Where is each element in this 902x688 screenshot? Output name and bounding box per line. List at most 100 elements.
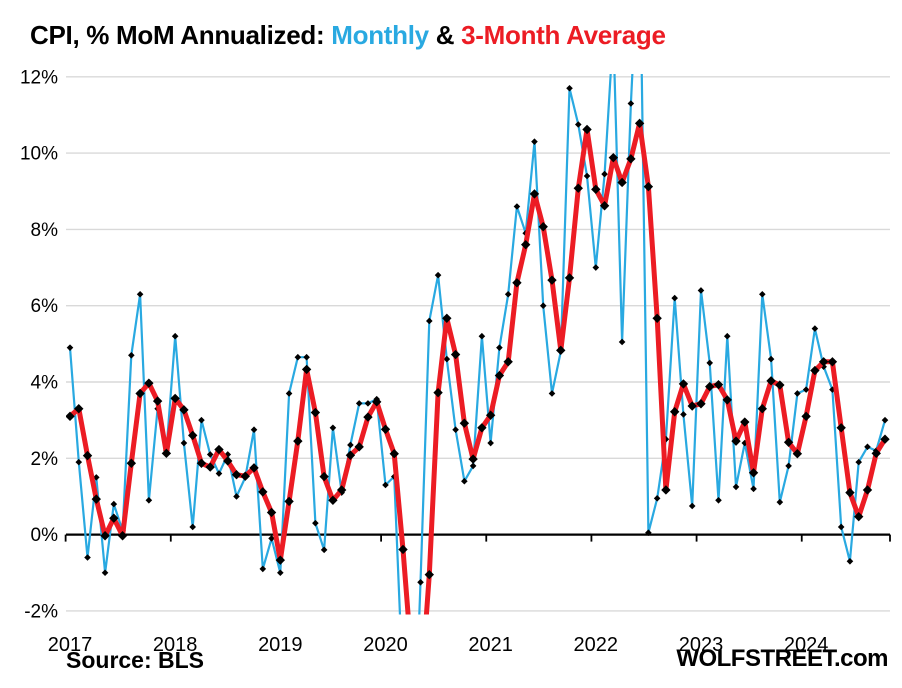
monthly-marker bbox=[706, 359, 714, 367]
monthly-marker bbox=[417, 578, 424, 586]
y-axis-tick-label: 10% bbox=[20, 144, 58, 165]
three-month-average-marker bbox=[757, 404, 768, 414]
monthly-marker bbox=[382, 481, 389, 489]
x-axis-labels: 2017 2018 2019 2020 2021 2022 2023 2024 bbox=[48, 634, 829, 656]
three-month-average-marker bbox=[713, 379, 724, 390]
monthly-marker bbox=[110, 500, 118, 508]
three-month-average-marker bbox=[687, 401, 697, 411]
monthly-marker bbox=[504, 290, 512, 298]
title-legend-monthly: Monthly bbox=[331, 20, 429, 50]
three-month-average-marker bbox=[468, 454, 478, 464]
monthly-marker bbox=[723, 332, 731, 340]
three-month-average-marker bbox=[100, 531, 110, 541]
monthly-marker bbox=[478, 332, 486, 340]
three-month-average-marker bbox=[117, 531, 128, 541]
three-month-average-marker bbox=[310, 407, 321, 418]
three-month-average-marker bbox=[161, 448, 172, 459]
three-month-average-marker bbox=[845, 487, 855, 498]
monthly-marker bbox=[715, 496, 722, 504]
y-axis-tick-label: 0% bbox=[31, 525, 59, 546]
y-axis-tick-label: 6% bbox=[31, 296, 59, 317]
three-month-average-marker bbox=[319, 471, 329, 482]
monthly-marker bbox=[452, 426, 459, 433]
three-month-average-marker bbox=[214, 444, 224, 455]
monthly-marker bbox=[645, 529, 652, 536]
three-month-average-marker bbox=[862, 485, 873, 495]
three-month-average-marker bbox=[293, 436, 303, 446]
monthly-marker bbox=[601, 170, 608, 178]
monthly-marker bbox=[802, 386, 810, 393]
monthly-marker bbox=[539, 302, 547, 309]
y-axis-tick-label: 4% bbox=[31, 373, 59, 394]
three-month-average-marker bbox=[266, 507, 277, 518]
three-month-average-marker bbox=[880, 434, 890, 444]
three-month-average-marker bbox=[249, 463, 259, 473]
three-month-average-marker bbox=[792, 449, 803, 459]
monthly-marker bbox=[233, 493, 240, 500]
three-month-average-marker bbox=[520, 239, 531, 250]
monthly-marker bbox=[583, 172, 591, 180]
monthly-marker bbox=[776, 498, 784, 506]
three-month-average-marker bbox=[442, 313, 452, 323]
three-month-average-marker bbox=[328, 495, 338, 505]
three-month-average-marker bbox=[652, 313, 662, 323]
monthly-marker bbox=[320, 546, 328, 554]
monthly-marker bbox=[66, 344, 74, 351]
three-month-average-marker bbox=[818, 357, 829, 367]
monthly-marker bbox=[145, 496, 153, 504]
monthly-marker bbox=[767, 355, 775, 363]
monthly-marker bbox=[811, 325, 819, 332]
monthly-marker bbox=[268, 535, 275, 542]
three-month-average-marker bbox=[363, 412, 373, 422]
three-month-average-marker bbox=[477, 423, 487, 433]
three-month-average-marker bbox=[301, 364, 312, 375]
three-month-average-marker bbox=[170, 393, 180, 404]
three-month-average-marker bbox=[231, 470, 242, 480]
three-month-average-marker bbox=[564, 273, 575, 283]
monthly-marker bbox=[548, 390, 556, 397]
chart-title: CPI, % MoM Annualized: Monthly & 3-Month… bbox=[30, 20, 666, 51]
three-month-average-marker bbox=[748, 468, 759, 478]
monthly-series bbox=[66, 74, 889, 615]
three-month-average-marker bbox=[459, 418, 470, 428]
monthly-marker bbox=[171, 332, 179, 340]
three-month-average-marker bbox=[538, 222, 548, 232]
three-month-average-marker bbox=[582, 124, 592, 135]
y-axis-tick-label: -2% bbox=[24, 601, 58, 622]
monthly-marker bbox=[303, 353, 310, 361]
three-month-average-series bbox=[66, 118, 890, 615]
three-month-average-marker bbox=[854, 511, 864, 522]
x-axis-year-label: 2024 bbox=[784, 634, 829, 656]
monthly-marker bbox=[259, 565, 267, 573]
three-month-average-marker bbox=[82, 450, 93, 461]
monthly-marker bbox=[224, 451, 232, 458]
three-month-average-marker bbox=[722, 395, 732, 405]
title-ampersand: & bbox=[428, 20, 462, 50]
x-axis-year-label: 2018 bbox=[153, 634, 198, 656]
three-month-average-marker bbox=[66, 411, 75, 422]
three-month-average-marker bbox=[152, 396, 163, 406]
three-month-average-marker bbox=[731, 436, 741, 446]
y-axis-tick-label: 2% bbox=[31, 449, 59, 470]
three-month-average-marker bbox=[144, 378, 154, 388]
monthly-marker bbox=[364, 400, 372, 407]
three-month-average-marker bbox=[573, 183, 583, 193]
monthly-marker bbox=[785, 462, 792, 470]
monthly-marker bbox=[347, 441, 354, 449]
three-month-average-marker bbox=[556, 345, 566, 356]
three-month-average-marker bbox=[284, 496, 294, 507]
y-axis-tick-label: 8% bbox=[31, 220, 59, 241]
monthly-marker bbox=[759, 290, 766, 298]
three-month-average-marker bbox=[389, 449, 399, 459]
monthly-marker bbox=[837, 523, 845, 531]
monthly-marker bbox=[189, 523, 196, 531]
three-month-average-marker bbox=[871, 448, 881, 459]
three-month-average-marker bbox=[801, 411, 811, 422]
monthly-marker bbox=[574, 121, 582, 128]
three-month-average-marker bbox=[696, 399, 706, 409]
brand-label: WOLFSTREET.com bbox=[676, 645, 888, 672]
three-month-average-marker bbox=[74, 404, 84, 414]
monthly-marker bbox=[101, 569, 109, 577]
x-axis-year-label: 2020 bbox=[363, 634, 408, 656]
